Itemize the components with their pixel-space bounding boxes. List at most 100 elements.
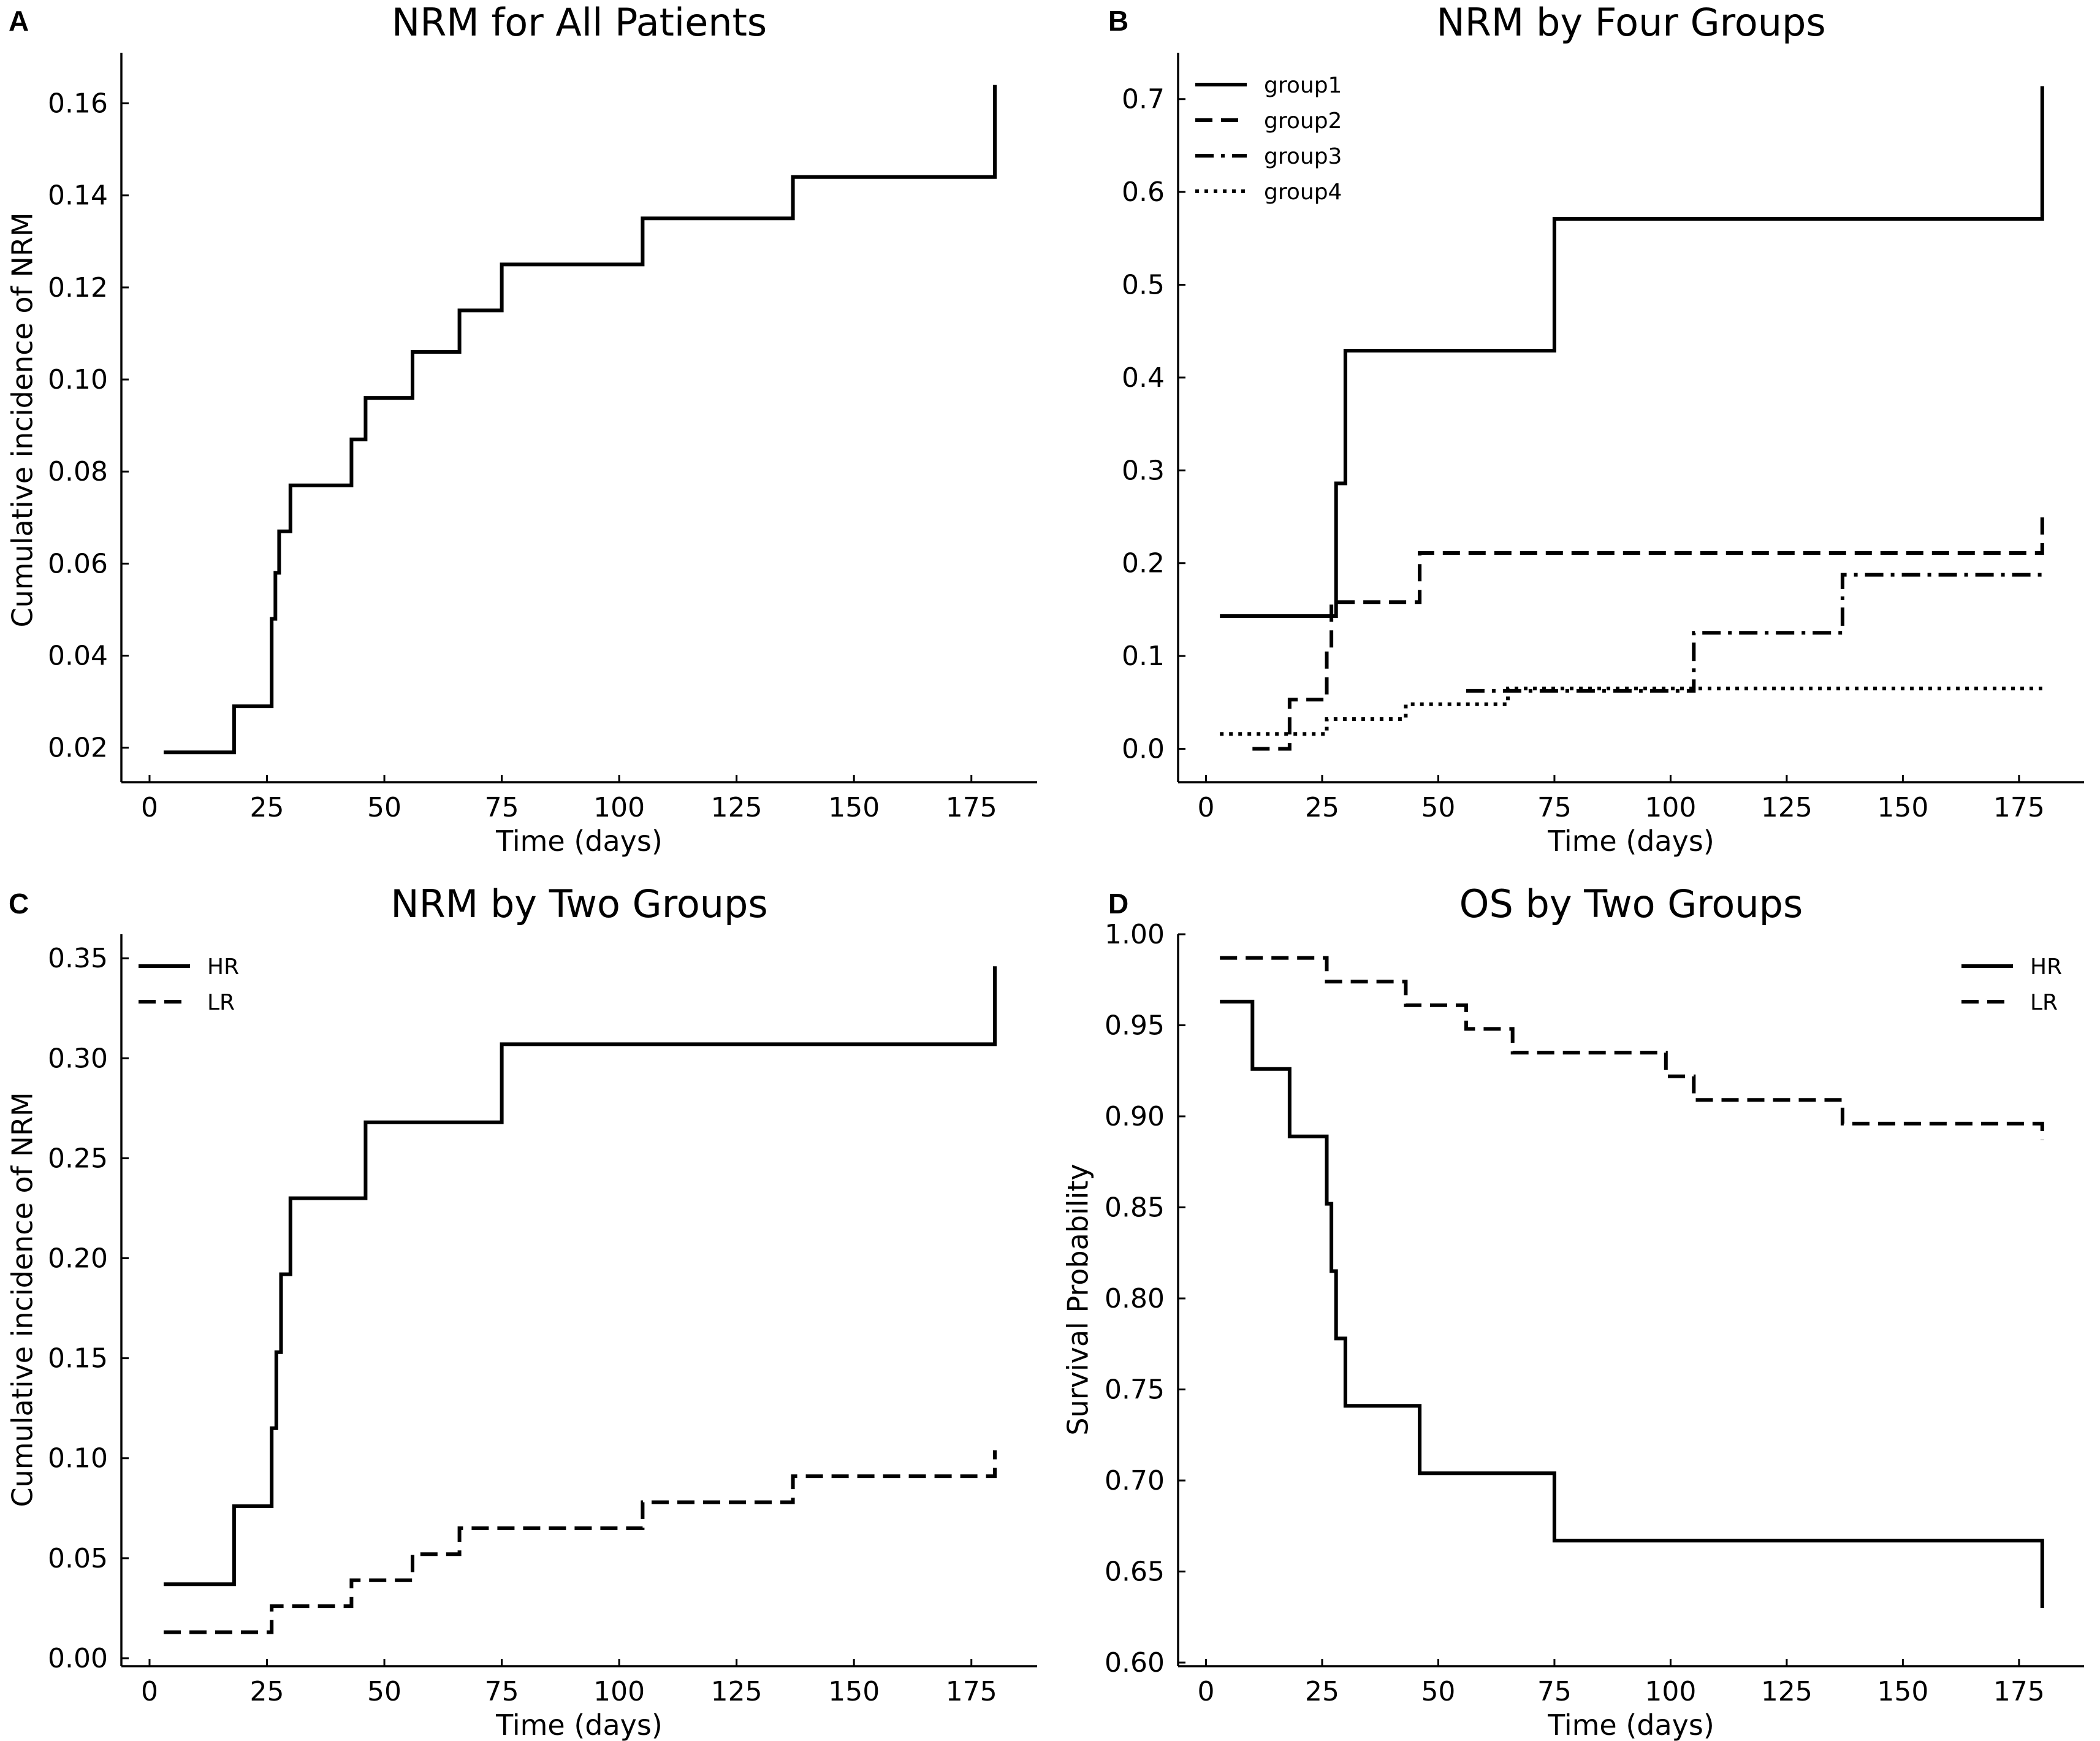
legend-label: HR: [2030, 954, 2062, 980]
x-tick-label: 100: [593, 1676, 645, 1707]
chart-title: NRM by Four Groups: [1436, 0, 1825, 45]
y-tick-label: 0.1: [1122, 641, 1165, 672]
y-tick-label: 0.25: [48, 1143, 108, 1174]
y-tick-label: 0.90: [1105, 1101, 1165, 1132]
x-tick-label: 0: [1197, 1676, 1214, 1707]
y-tick-label: 0.3: [1122, 455, 1165, 486]
y-axis-label: Cumulative incidence of NRM: [6, 1092, 39, 1507]
x-tick-label: 100: [1645, 1676, 1696, 1707]
y-tick-label: 0.0: [1122, 733, 1165, 764]
x-tick-label: 50: [367, 792, 401, 823]
x-tick-label: 25: [1305, 792, 1339, 823]
x-tick-label: 150: [1877, 792, 1928, 823]
legend-label: LR: [2030, 990, 2058, 1015]
series-line-lr: [1220, 956, 2044, 1140]
y-tick-label: 0.10: [48, 1443, 108, 1474]
chart-title: NRM for All Patients: [392, 0, 767, 45]
legend: group1 group2 group3 group4: [1195, 73, 1342, 205]
legend-label: group4: [1264, 180, 1342, 205]
x-axis-label: Time (days): [1547, 825, 1714, 858]
chart-title: NRM by Two Groups: [390, 882, 767, 926]
series-line-lr: [164, 1450, 997, 1634]
panel-d: D OS by Two Groups 0 25 50 75 100 125 150 175 0.60…: [1062, 882, 2084, 1741]
series-line-group4: [1220, 687, 2042, 736]
y-tick-label: 0.2: [1122, 548, 1165, 579]
y-axis-label: Cumulative incidence of NRM: [6, 212, 39, 627]
panel-c: C NRM by Two Groups 0 25 50 75 100 125 150 175 0.0…: [6, 882, 1037, 1741]
panel-letter: D: [1108, 888, 1128, 920]
y-axis-label: Survival Probability: [1062, 1164, 1095, 1435]
x-tick-label: 50: [1421, 792, 1455, 823]
x-tick-label: 0: [1197, 792, 1214, 823]
y-tick-label: 0.00: [48, 1643, 108, 1674]
x-tick-label: 150: [1877, 1676, 1928, 1707]
x-tick-label: 75: [485, 1676, 519, 1707]
y-tick-label: 0.06: [48, 548, 108, 579]
series-line-group3: [1466, 573, 2042, 693]
y-tick-label: 0.95: [1105, 1010, 1165, 1042]
x-tick-label: 75: [1537, 1676, 1572, 1707]
y-tick-label: 0.70: [1105, 1465, 1165, 1496]
y-tick-label: 0.14: [48, 180, 108, 211]
y-tick-label: 0.08: [48, 456, 108, 487]
legend-label: group2: [1264, 109, 1342, 134]
y-tick-label: 0.02: [48, 733, 108, 764]
legend: HR LR: [1961, 954, 2062, 1015]
y-tick-label: 0.12: [48, 272, 108, 303]
y-tick-label: 0.60: [1105, 1647, 1165, 1678]
series-line-group2: [1252, 517, 2044, 751]
x-tick-label: 125: [1761, 792, 1813, 823]
series-line-all-patients: [164, 85, 997, 755]
panel-a: A NRM for All Patients 0 25 50 75 100 125 150 175…: [6, 0, 1037, 858]
y-tick-label: 0.4: [1122, 362, 1165, 394]
y-tick-label: 0.10: [48, 364, 108, 395]
y-tick-label: 0.80: [1105, 1283, 1165, 1314]
y-tick-label: 0.30: [48, 1043, 108, 1074]
y-tick-label: 0.75: [1105, 1374, 1165, 1406]
y-tick-label: 0.5: [1122, 269, 1165, 300]
x-tick-label: 0: [141, 1676, 158, 1707]
legend: HR LR: [139, 954, 239, 1015]
series-line-hr: [164, 966, 997, 1587]
x-axis-label: Time (days): [495, 825, 663, 858]
x-tick-label: 175: [1993, 1676, 2045, 1707]
y-tick-label: 0.35: [48, 943, 108, 974]
panel-b: B NRM by Four Groups 0 25 50 75 100 125 150 175 0.…: [1108, 0, 2084, 858]
x-tick-label: 125: [711, 792, 763, 823]
y-tick-label: 0.20: [48, 1243, 108, 1274]
y-tick-label: 1.00: [1105, 919, 1165, 950]
panel-letter: A: [9, 5, 29, 37]
x-tick-label: 125: [1761, 1676, 1813, 1707]
x-tick-label: 25: [250, 1676, 284, 1707]
x-tick-label: 175: [946, 792, 997, 823]
x-tick-label: 75: [485, 792, 519, 823]
x-tick-label: 150: [828, 792, 880, 823]
series-line-hr: [1220, 999, 2044, 1608]
x-tick-label: 175: [1993, 792, 2045, 823]
chart-title: OS by Two Groups: [1459, 882, 1803, 926]
x-tick-label: 50: [1421, 1676, 1455, 1707]
x-tick-label: 50: [367, 1676, 401, 1707]
y-tick-label: 0.15: [48, 1343, 108, 1374]
x-tick-label: 0: [141, 792, 158, 823]
panel-letter: C: [9, 888, 29, 920]
y-tick-label: 0.7: [1122, 84, 1165, 115]
y-tick-label: 0.6: [1122, 177, 1165, 208]
x-tick-label: 100: [1645, 792, 1696, 823]
x-tick-label: 175: [946, 1676, 997, 1707]
x-tick-label: 100: [593, 792, 645, 823]
y-tick-label: 0.05: [48, 1543, 108, 1574]
x-tick-label: 150: [828, 1676, 880, 1707]
x-tick-label: 125: [711, 1676, 763, 1707]
legend-label: HR: [207, 954, 239, 980]
y-tick-label: 0.16: [48, 88, 108, 120]
x-tick-label: 25: [1305, 1676, 1339, 1707]
x-axis-label: Time (days): [495, 1709, 663, 1741]
legend-label: group3: [1264, 144, 1342, 169]
x-tick-label: 25: [250, 792, 284, 823]
series-line-group1: [1220, 86, 2044, 618]
legend-label: LR: [207, 990, 235, 1015]
x-tick-label: 75: [1537, 792, 1572, 823]
y-tick-label: 0.85: [1105, 1192, 1165, 1224]
